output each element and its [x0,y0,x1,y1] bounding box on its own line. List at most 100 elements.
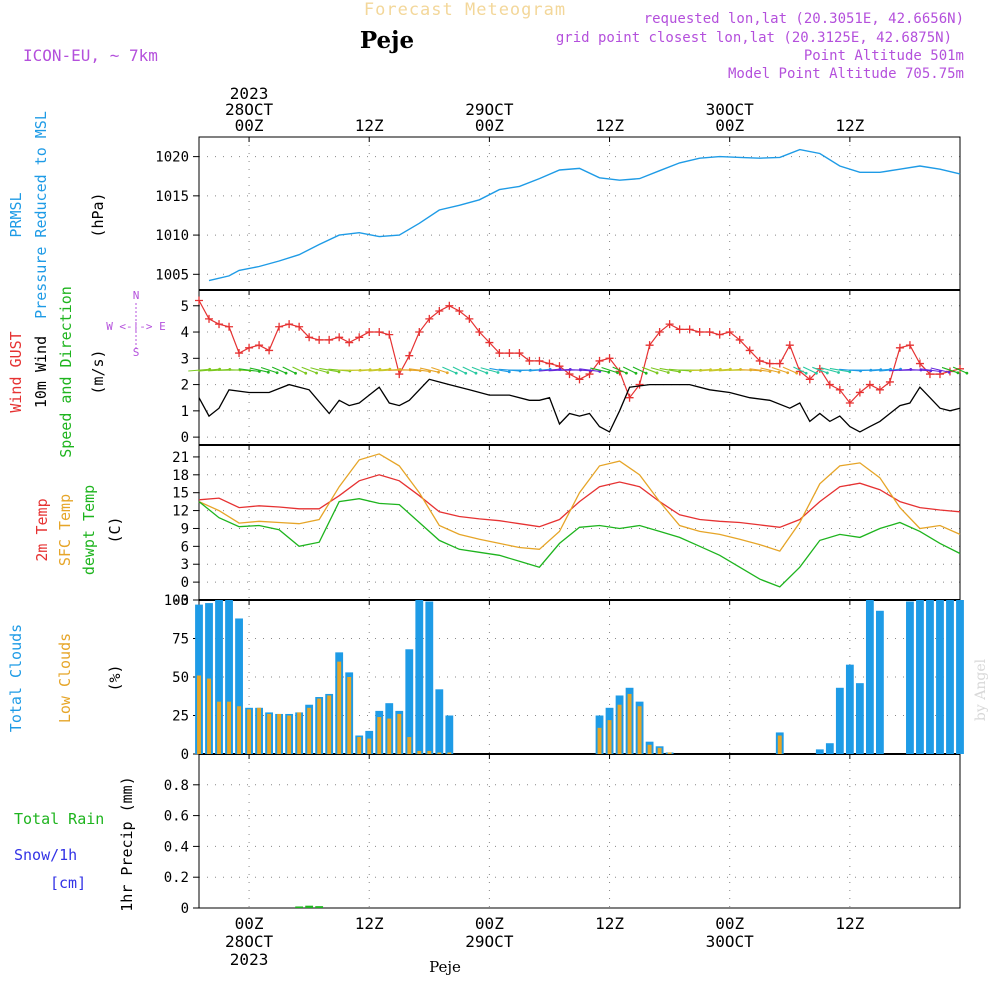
wind-direction-arrow [698,368,721,372]
wind-direction-arrow [952,366,968,374]
model-label: ICON-EU, ~ 7km [23,46,158,65]
gust-point [485,338,494,347]
gust-point [295,322,304,331]
gust-point [775,359,784,368]
temp-2m-line [198,474,961,528]
pressure-axis-label: PRMSL [7,192,25,237]
wind-direction-arrow [738,369,761,372]
low-cloud-bar [657,747,662,754]
gust-point [605,354,614,363]
total-cloud-bar [956,600,964,754]
wind-arrow-head [777,370,781,374]
cloud-axis-label: Low Clouds [56,633,74,723]
wind-arrow-head [815,371,818,375]
gust-point [575,375,584,384]
wind-direction-arrow [271,366,287,374]
wind-direction-arrow [812,366,828,374]
gust-point [695,328,704,337]
gust-point [905,341,914,350]
bottom-time-label: 2023 [230,950,269,969]
top-time-label: 00Z [235,116,264,135]
wind-arrow-head [315,371,318,375]
gust-point [405,351,414,360]
top-time-label: 28OCT [225,100,274,119]
y-tick-label: 12 [172,504,189,520]
cloud-axis-label: Total Clouds [7,624,25,732]
gust-point [335,333,344,342]
low-cloud-bar [407,737,412,754]
total-cloud-bar [865,600,874,754]
wind-arrow-head [825,371,829,375]
gust-point [305,333,314,342]
gust-point [805,375,814,384]
total-cloud-bar [926,600,934,754]
low-cloud-bar [617,704,622,754]
gust-point [385,330,394,339]
gust-point [325,335,334,344]
low-cloud-bar [237,706,242,754]
rain-bar [305,905,314,908]
gust-point [625,393,634,402]
low-cloud-bar [647,744,652,754]
compass-south: S [133,346,140,359]
wind-direction-arrow [452,366,467,374]
bottom-time-label: 12Z [355,914,384,933]
precip-unit-label: [cm] [50,874,86,892]
gust-point [505,349,514,358]
y-tick-label: 50 [172,670,189,686]
wind-direction-arrow [419,367,439,373]
gust-point [225,322,234,331]
bottom-time-label: 30OCT [706,932,755,951]
wind-direction-arrow [590,367,609,373]
point-altitude: Point Altitude 501m [804,48,964,64]
gust-point [465,314,474,323]
wind-direction-arrow [820,367,839,374]
wind-direction-arrow [310,367,328,374]
gust-point [425,314,434,323]
wind-direction-arrow [782,366,797,374]
gust-point [355,333,364,342]
wind-direction-arrow [518,369,541,372]
temp-axis-label: dewpt Temp [80,485,98,575]
wind-arrow-head [644,371,648,375]
wind-arrow-head [474,371,478,375]
gust-point [845,398,854,407]
low-cloud-bar [347,677,352,754]
total-cloud-bar [916,600,924,754]
wind-direction-arrow [228,369,250,372]
y-tick-label: 18 [172,468,189,484]
gust-point [685,325,694,334]
gust-point [195,296,203,305]
cloud-axis-label: (%) [106,664,124,691]
compass-north: N [133,289,140,302]
low-cloud-bar [637,706,642,754]
low-cloud-bar [317,698,322,754]
panel-frame [198,444,961,601]
gust-point [475,328,484,337]
low-cloud-bar [357,737,362,754]
wind-direction-arrow [348,369,371,372]
gust-point [875,385,884,394]
gust-point [705,328,714,337]
wind-arrow-head [956,371,960,375]
low-cloud-bar [197,675,201,754]
y-tick-label: -3 [172,593,189,609]
low-cloud-bar [337,661,342,754]
y-tick-label: 6 [181,539,189,555]
temp-sfc-line [198,453,961,552]
low-cloud-bar [397,713,402,754]
y-tick-label: 0 [181,901,189,917]
precip-snow-label: Snow/1h [14,846,77,864]
wind-arrow-head [445,371,449,375]
gust-point [895,343,904,352]
low-cloud-bar [327,695,332,754]
gust-point [515,349,524,358]
total-cloud-bar [946,600,954,754]
total-cloud-bar [215,600,223,754]
wind-direction-arrow [601,366,618,374]
wind-arrow-head [848,370,852,374]
total-cloud-bar [415,600,424,754]
gust-point [885,377,894,386]
low-cloud-bar [257,707,262,754]
pressure-axis-label: (hPa) [89,192,107,237]
